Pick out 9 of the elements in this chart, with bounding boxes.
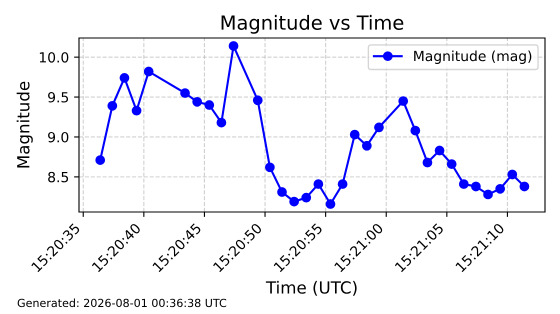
legend-label: Magnitude (mag) [414,50,532,64]
text: Generated: 2026-08-01 00:36:38 UTC [18,298,226,308]
chart-title: Magnitude vs Time [222,14,404,34]
y-tick-label: 9.0 [48,132,68,142]
y-axis-title: Magnitude [16,82,33,168]
y-tick-label: 9.5 [48,92,68,103]
x-axis-title: Time (UTC) [266,280,357,296]
y-tick-label: 10.0 [40,52,68,63]
y-tick-label: 8.5 [48,172,68,182]
